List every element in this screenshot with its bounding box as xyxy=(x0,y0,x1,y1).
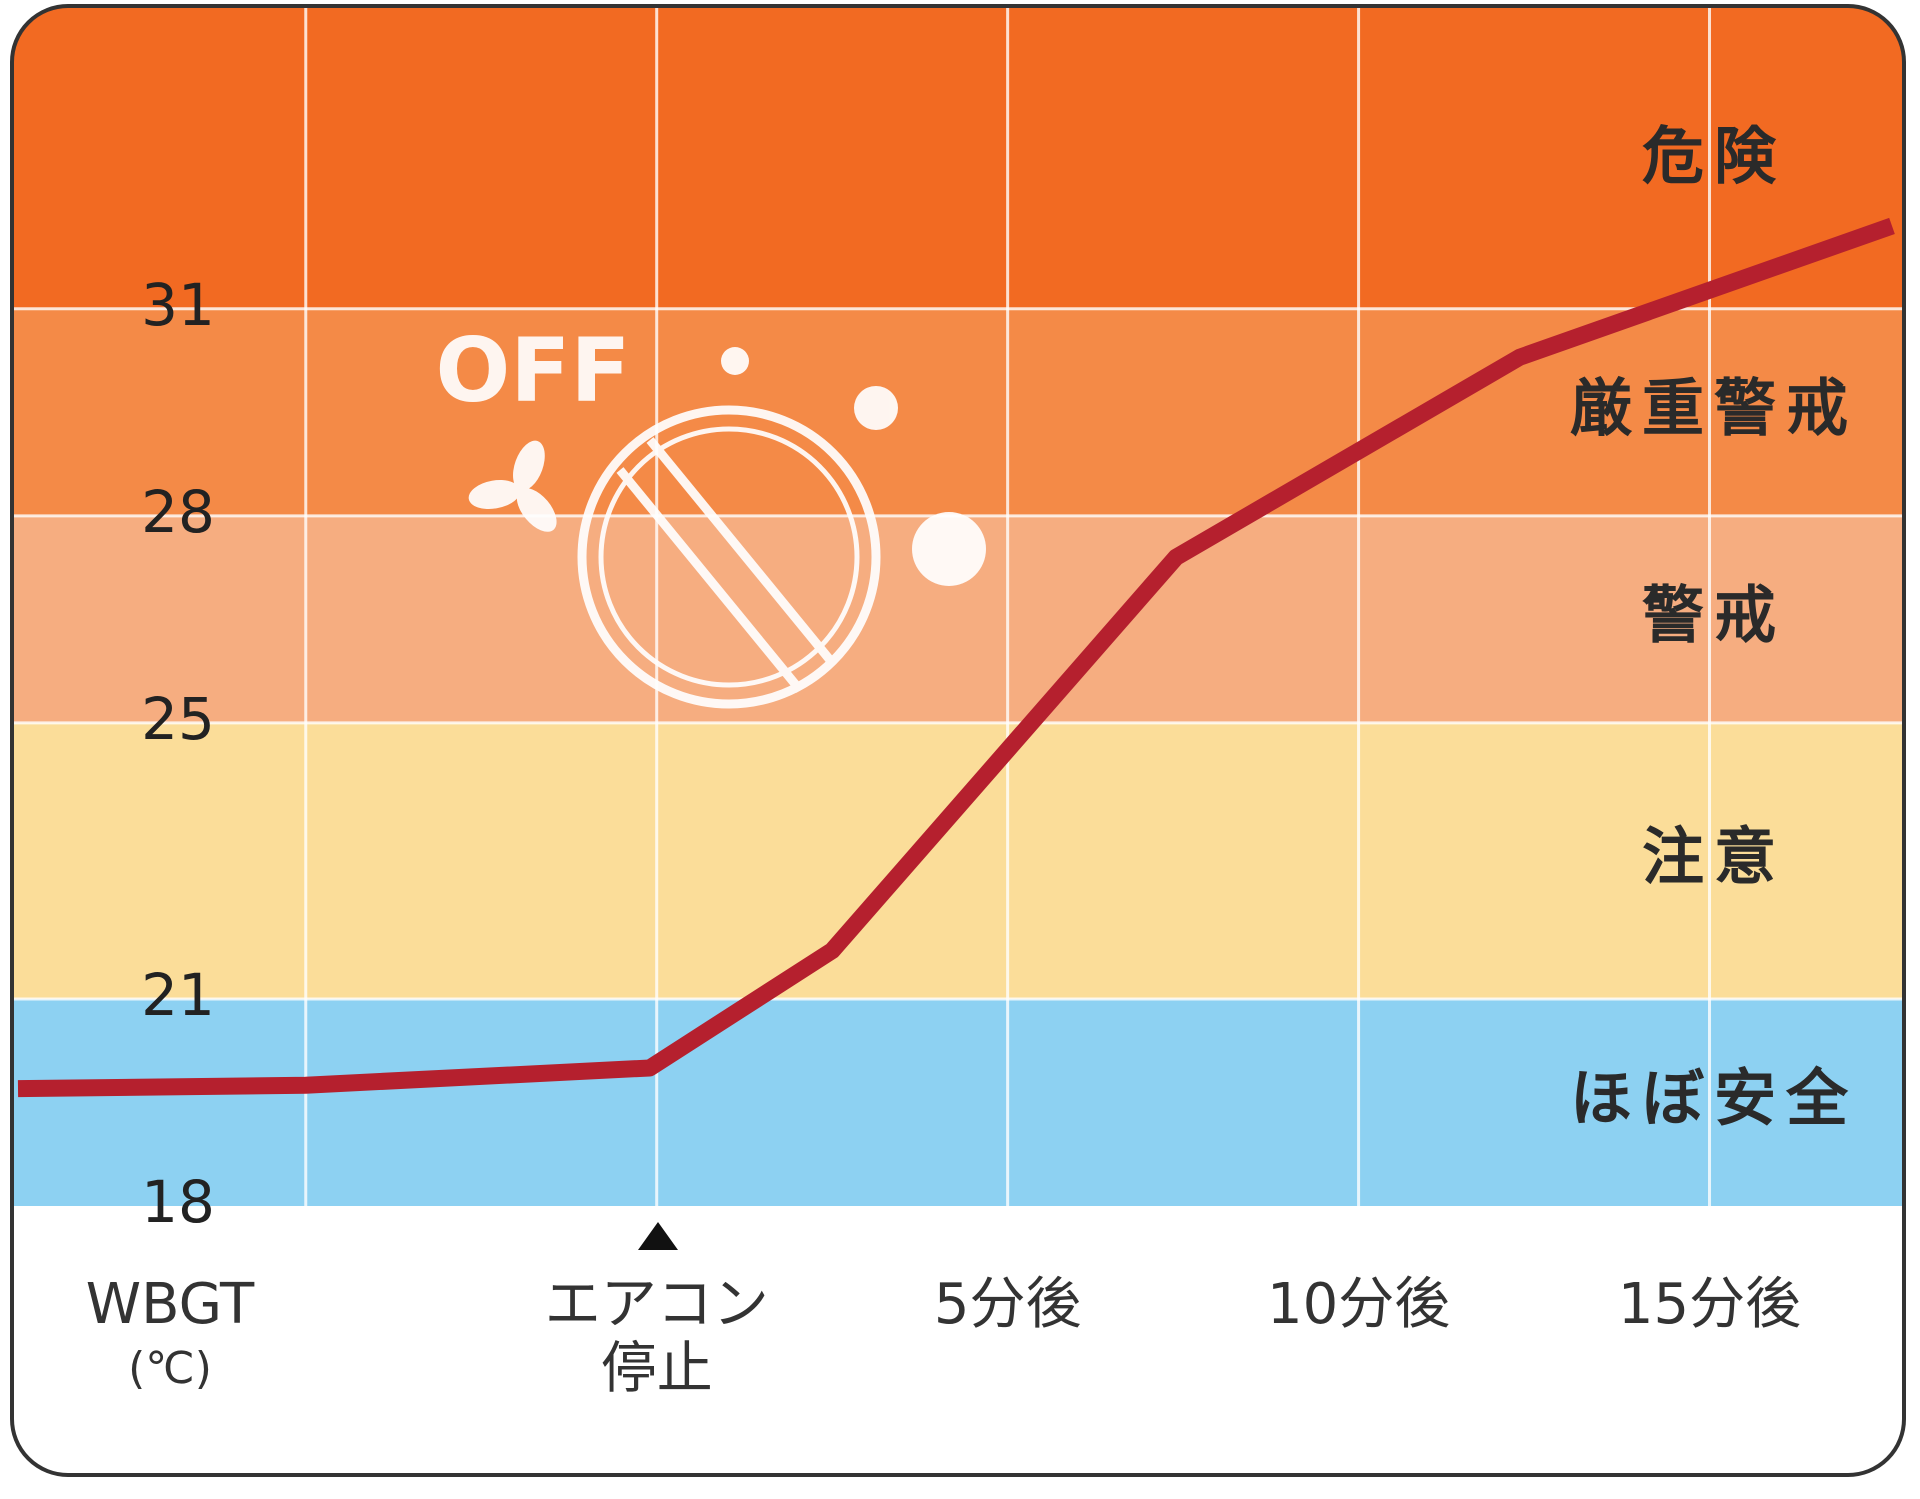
y-axis-label: WBGT xyxy=(86,1272,255,1337)
y-tick-label: 28 xyxy=(141,478,215,546)
risk-band xyxy=(12,722,1904,999)
x-tick-label: 10分後 xyxy=(1267,1272,1450,1337)
x-tick-label: 15分後 xyxy=(1618,1272,1801,1337)
icon-label: OFF xyxy=(435,319,630,422)
bubble xyxy=(721,347,749,375)
y-tick-label: 25 xyxy=(141,685,215,753)
band-label: 危険 xyxy=(1642,119,1786,192)
x-tick-label: 5分後 xyxy=(934,1272,1082,1337)
band-label: 厳重警戒 xyxy=(1570,371,1858,444)
risk-band xyxy=(12,6,1904,309)
y-tick-label: 21 xyxy=(141,961,215,1029)
no-sign-inner xyxy=(598,426,860,688)
band-label: ほぼ安全 xyxy=(1570,1062,1858,1135)
no-sign-slash xyxy=(646,437,834,663)
risk-band xyxy=(12,308,1904,516)
y-axis-unit: (℃) xyxy=(128,1343,212,1394)
stop-marker xyxy=(638,1222,678,1250)
band-label: 警戒 xyxy=(1642,578,1786,651)
band-label: 注意 xyxy=(1642,820,1786,893)
plot-area xyxy=(12,6,1904,1206)
no-sign-slash xyxy=(616,467,804,693)
card-border xyxy=(10,4,1906,1477)
no-sign-circle xyxy=(577,405,881,709)
wbgt-line xyxy=(17,217,1895,1098)
y-tick-label: 31 xyxy=(141,271,215,339)
bubble xyxy=(854,386,898,430)
y-tick-label: 18 xyxy=(141,1168,215,1236)
x-tick-label: エアコン停止 xyxy=(545,1272,769,1401)
fan-icon xyxy=(468,440,557,532)
ac-off-icon: OFF xyxy=(435,319,986,709)
risk-band xyxy=(12,998,1904,1206)
bubble xyxy=(912,512,986,586)
